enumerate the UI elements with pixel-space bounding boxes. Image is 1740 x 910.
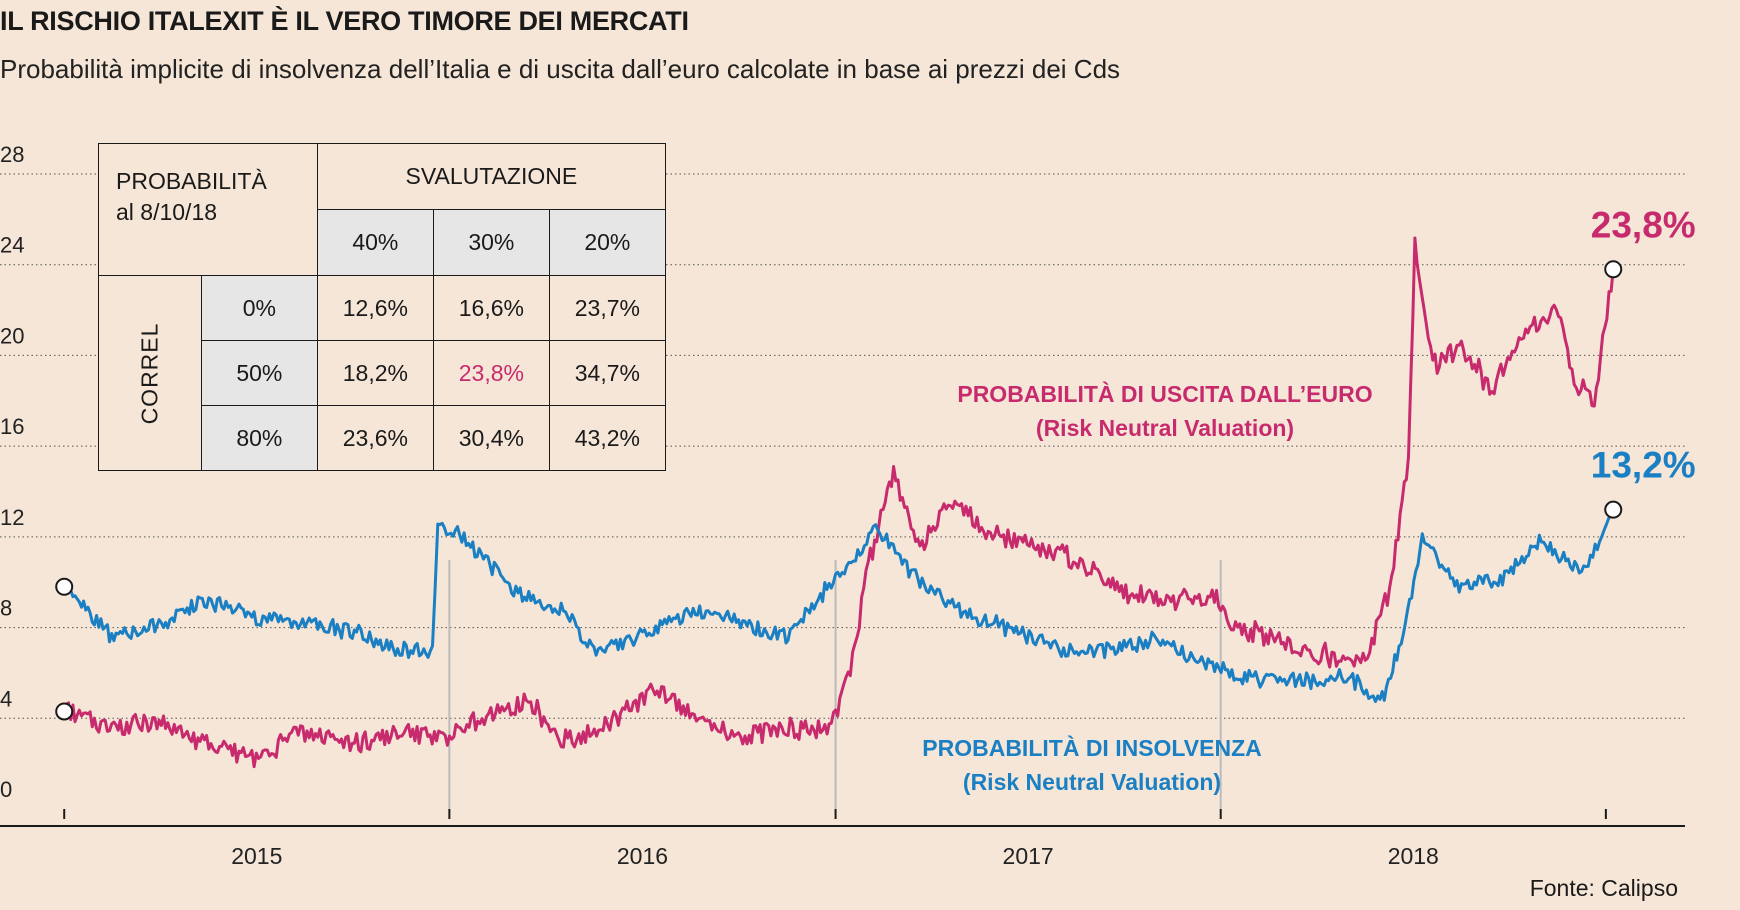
x-tick-label: 2018 [1388,843,1439,869]
x-tick-label: 2016 [617,843,668,869]
table-cell-highlighted: 23,8% [432,340,550,406]
series-label: PROBABILITÀ DI USCITA DALL’EURO [957,380,1372,407]
y-tick-label: 8 [0,596,12,621]
y-tick-label: 16 [0,414,24,439]
x-tick-label: 2017 [1003,843,1054,869]
series-label-sub: (Risk Neutral Valuation) [963,769,1221,795]
y-tick-label: 24 [0,233,24,258]
table-col-header: 30% [432,209,550,276]
table-cell: 43,2% [548,405,666,471]
table-cell: 18,2% [316,340,434,406]
probability-table: PROBABILITÀ al 8/10/18 SVALUTAZIONE 40% … [98,143,666,471]
y-tick-label: 20 [0,323,24,348]
table-cell: 34,7% [548,340,666,406]
y-tick-label: 0 [0,777,12,802]
table-cell: 12,6% [316,275,434,341]
source-note: Fonte: Calipso [1529,875,1678,901]
exit-probability-line [62,236,1615,769]
x-tick-label: 2015 [231,843,282,869]
y-tick-label: 12 [0,505,24,530]
y-tick-label: 28 [0,142,24,167]
table-col-header: 20% [548,209,666,276]
table-row-header: 80% [200,405,318,471]
table-corner-date: al 8/10/18 [116,199,218,225]
table-corner: PROBABILITÀ al 8/10/18 [98,143,318,276]
table-cell: 30,4% [432,405,550,471]
chart-subtitle: Probabilità implicite di insolvenza dell… [0,54,1121,84]
table-group-header: SVALUTAZIONE [316,143,666,210]
table-row-group: CORREL [98,275,202,471]
default-probability-line [62,508,1615,703]
table-row-header: 0% [200,275,318,341]
end-value-label: 23,8% [1591,204,1696,245]
start-marker [55,702,74,721]
table-row-group-label: CORREL [136,322,163,424]
y-tick-label: 4 [0,686,12,711]
table-cell: 23,7% [548,275,666,341]
table-row-header: 50% [200,340,318,406]
table-cell: 16,6% [432,275,550,341]
series-label: PROBABILITÀ DI INSOLVENZA [922,734,1261,761]
table-cell: 23,6% [316,405,434,471]
table-corner-title: PROBABILITÀ [116,168,267,194]
table-col-header: 40% [316,209,434,276]
end-value-label: 13,2% [1591,445,1696,486]
end-marker [1604,500,1623,519]
series-label-sub: (Risk Neutral Valuation) [1036,415,1294,441]
end-marker [1604,260,1623,279]
chart-title: IL RISCHIO ITALEXIT È IL VERO TIMORE DEI… [0,6,689,36]
start-marker [55,577,74,596]
